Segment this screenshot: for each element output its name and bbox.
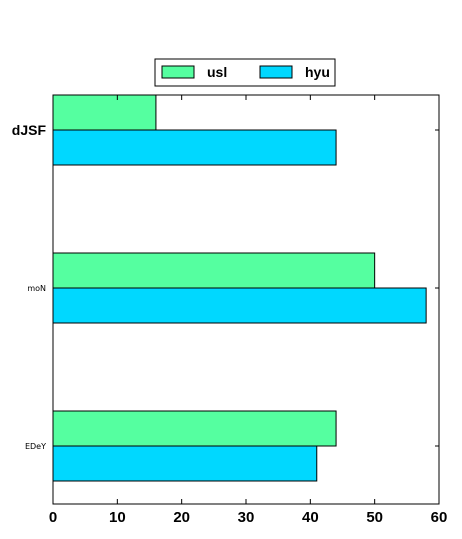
bars-layer bbox=[52, 94, 427, 482]
x-tick-label-20: 20 bbox=[173, 509, 190, 526]
legend-swatch-usl bbox=[161, 65, 195, 79]
x-tick-label-10: 10 bbox=[109, 509, 126, 526]
ticks-layer: dJSF moN EDeY 0 10 20 30 40 50 60 bbox=[12, 95, 448, 526]
legend-label-usl: usl bbox=[207, 64, 227, 80]
y-tick-label-dJSF: dJSF bbox=[12, 122, 47, 138]
y-tick-label-EDeY: EDeY bbox=[25, 442, 46, 451]
legend: usl hyu bbox=[154, 58, 336, 87]
bar-usl-EDeY bbox=[52, 410, 337, 447]
bar-usl-dJSF bbox=[52, 94, 157, 131]
bar-usl-moN bbox=[52, 252, 376, 289]
x-tick-label-0: 0 bbox=[49, 509, 57, 526]
bar-hyu-dJSF bbox=[52, 129, 337, 166]
legend-swatch-hyu bbox=[259, 65, 293, 79]
bar-hyu-moN bbox=[52, 287, 427, 324]
x-tick-label-50: 50 bbox=[366, 509, 383, 526]
y-tick-label-moN: moN bbox=[27, 284, 46, 293]
x-tick-label-30: 30 bbox=[238, 509, 255, 526]
x-tick-label-40: 40 bbox=[302, 509, 319, 526]
legend-label-hyu: hyu bbox=[305, 64, 330, 80]
x-tick-label-60: 60 bbox=[431, 509, 448, 526]
bar-hyu-EDeY bbox=[52, 445, 318, 482]
